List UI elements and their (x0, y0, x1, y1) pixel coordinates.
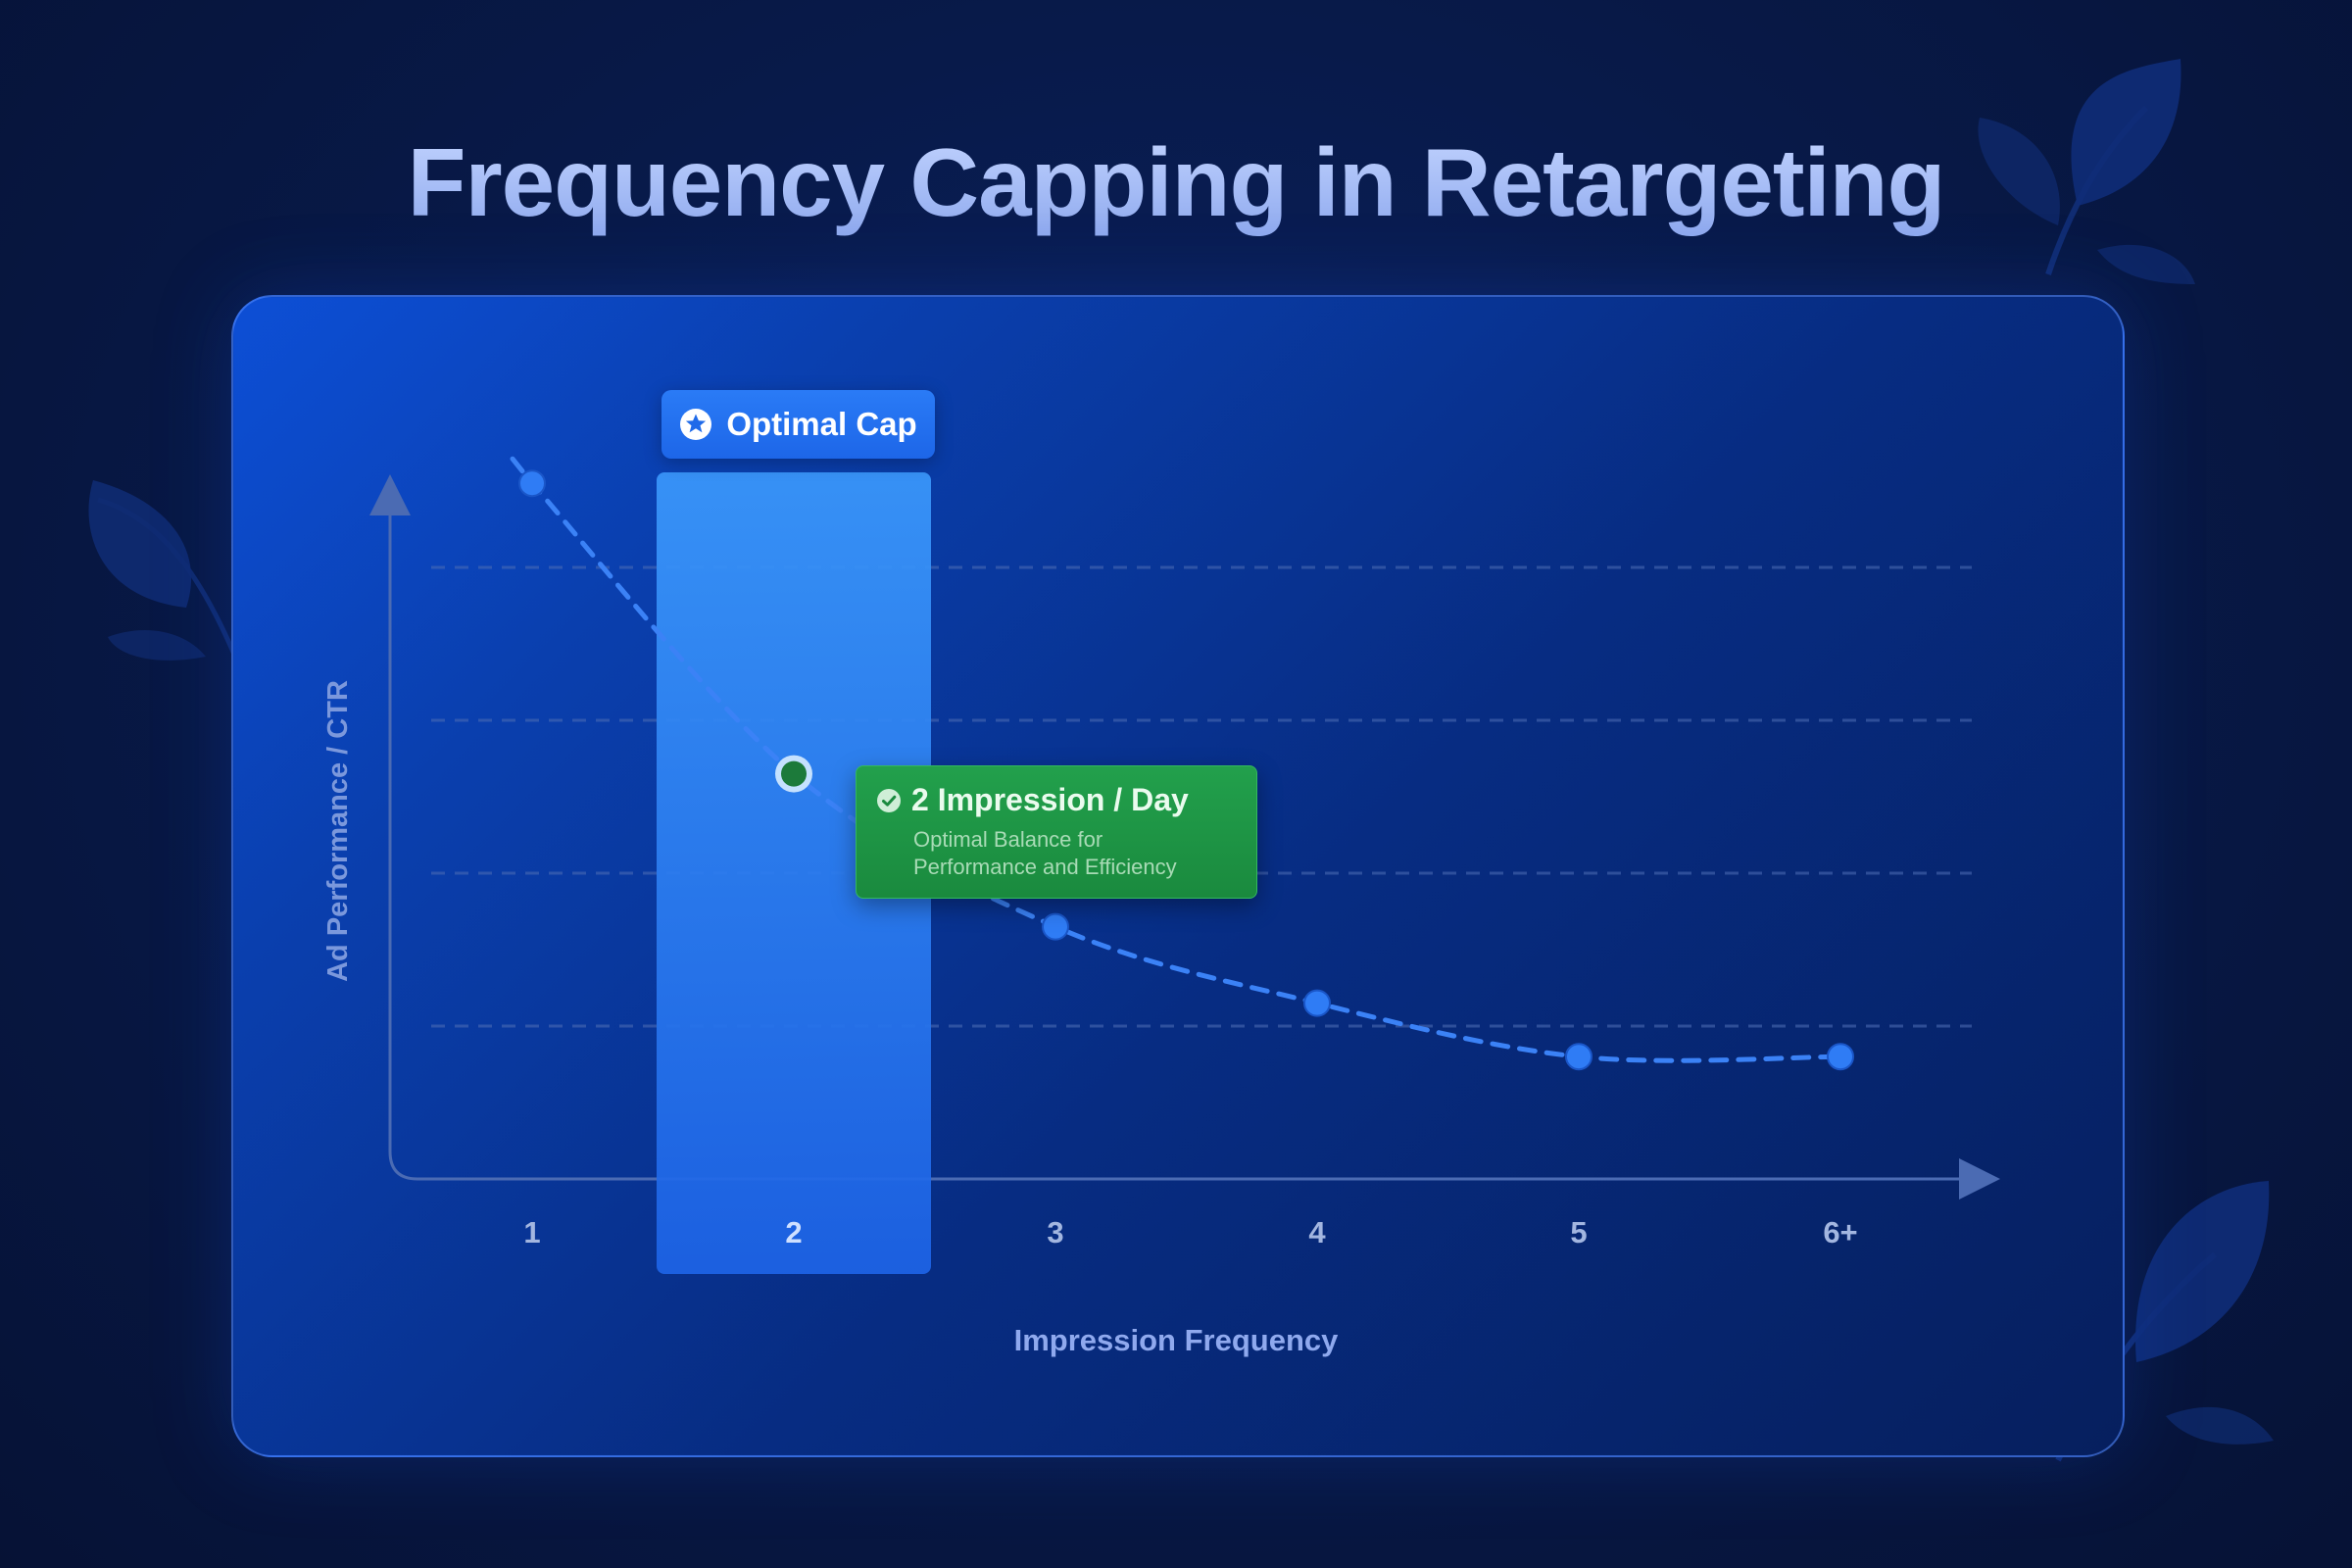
optimal-cap-label: Optimal Cap (662, 390, 935, 459)
tooltip-subtitle-line1: Optimal Balance for (913, 827, 1103, 852)
data-point (1565, 1043, 1592, 1071)
tooltip-title: 2 Impression / Day (911, 782, 1189, 817)
leaf-decoration-top-right (1978, 59, 2195, 284)
tooltip-subtitle-line2: Performance and Efficiency (913, 855, 1177, 879)
leaf-decoration-left (88, 480, 238, 661)
x-tick-label: 6+ (1823, 1215, 1857, 1250)
series-line (510, 456, 1843, 1063)
data-point (518, 469, 546, 498)
star-circle-icon (680, 409, 712, 440)
data-point (1042, 912, 1069, 941)
data-point (1303, 989, 1331, 1017)
page-title: Frequency Capping in Retargeting (0, 127, 2352, 238)
check-circle-icon (877, 788, 901, 812)
x-tick-label: 3 (1047, 1215, 1063, 1250)
y-axis-label: Ad Performance / CTR (322, 680, 354, 982)
optimal-cap-text: Optimal Cap (726, 406, 917, 442)
x-tick-label: 4 (1308, 1215, 1326, 1250)
x-tick-label: 5 (1570, 1215, 1587, 1250)
optimal-point-tooltip: 2 Impression / Day Optimal Balance for P… (856, 765, 1257, 899)
x-tick-label: 2 (785, 1215, 802, 1250)
data-point (1827, 1043, 1854, 1071)
x-tick-label: 1 (523, 1215, 540, 1250)
x-axis (388, 1151, 2000, 1200)
x-axis-label: Impression Frequency (1014, 1323, 1340, 1357)
optimal-data-point (781, 760, 807, 787)
optimal-cap-band (657, 472, 931, 1274)
